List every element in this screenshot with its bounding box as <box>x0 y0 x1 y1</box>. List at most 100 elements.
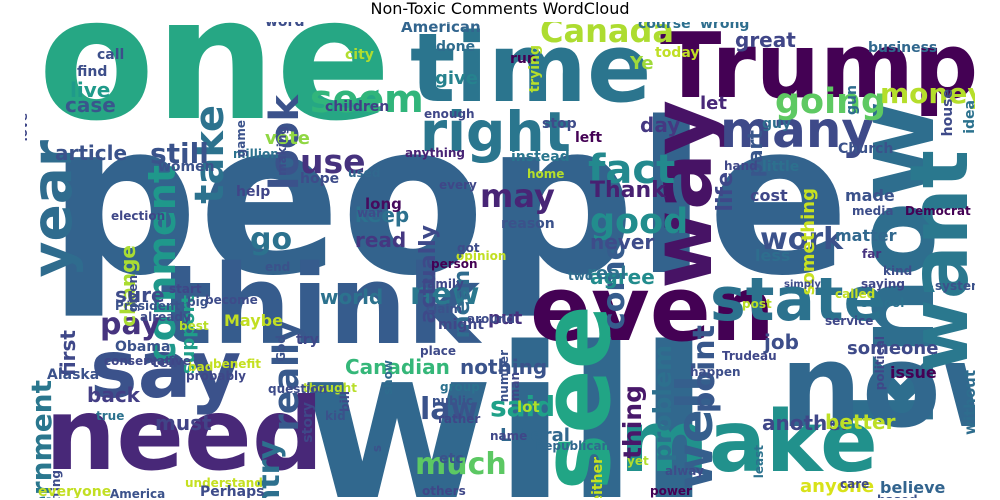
word-every: every <box>439 178 477 192</box>
word-case: case <box>65 93 116 117</box>
word-school: school <box>861 296 905 310</box>
word-start: start <box>169 282 202 296</box>
word-idea: idea <box>962 100 975 134</box>
word-little: little <box>762 159 800 175</box>
word-war: war <box>357 206 383 220</box>
word-probably: probably <box>186 369 246 383</box>
word-everyone: everyone <box>38 484 112 498</box>
word-said: said <box>490 390 556 423</box>
word-alaska: Alaska <box>47 367 100 383</box>
word-understand: understand <box>185 476 263 490</box>
word-public: public <box>432 394 474 408</box>
word-election: election <box>111 209 166 223</box>
word-might: might <box>438 317 485 333</box>
word-live: live <box>70 78 111 102</box>
word-end: end <box>265 260 291 274</box>
word-family: family <box>422 277 464 291</box>
word-long: long <box>365 195 402 213</box>
word-republican: Republican <box>535 439 611 453</box>
word-less: less <box>755 246 791 265</box>
word-must: must <box>155 411 212 435</box>
word-kind: kind <box>883 264 913 278</box>
word-anyone: anyone <box>800 476 875 497</box>
word-go: go <box>250 222 293 257</box>
word-question: question <box>268 382 328 396</box>
word-city: city <box>345 47 374 63</box>
word-thank: Thank <box>590 178 666 203</box>
word-sure: sure <box>115 283 165 307</box>
word-time: time <box>410 22 652 124</box>
word-thought: thought <box>303 381 357 395</box>
word-world: world <box>320 285 384 309</box>
word-church: Church <box>838 141 894 157</box>
word-nothing: nothing <box>460 355 548 379</box>
word-instead: instead <box>511 149 570 165</box>
word-s: s <box>370 445 384 453</box>
word-even: even <box>530 257 775 362</box>
word-god: God <box>274 335 288 362</box>
word-money: money <box>880 77 975 110</box>
word-real: real <box>587 263 627 284</box>
word-read: read <box>355 228 407 252</box>
word-without: without <box>961 370 975 436</box>
word-fact: fact <box>588 147 676 193</box>
word-thing: thing <box>618 385 647 460</box>
word-agree: agree <box>590 265 655 289</box>
word-enough: enough <box>424 107 475 121</box>
word-great: great <box>735 28 796 52</box>
word-simply: simply <box>784 279 821 290</box>
word-system: system <box>935 279 975 293</box>
word-canada: Canada <box>540 22 674 50</box>
word-pay: pay <box>100 307 161 342</box>
word-care: care <box>840 477 870 491</box>
word-course: course <box>638 22 691 32</box>
word-etc: etc <box>439 451 464 467</box>
word-place: place <box>420 344 457 358</box>
word-cost: cost <box>750 186 788 205</box>
word-alway: alway <box>665 464 704 478</box>
word-ye: Ye <box>630 53 654 74</box>
word-liberal: Liberal <box>500 425 570 446</box>
word-million: million <box>233 147 279 161</box>
word-children: children <box>325 99 390 115</box>
word-around: around <box>467 312 515 326</box>
word-day: day <box>640 113 681 137</box>
word-right: right <box>420 100 571 164</box>
word-game: game <box>234 120 248 158</box>
word-help: help <box>236 184 271 200</box>
word-become: become <box>205 293 258 307</box>
word-find: find <box>77 64 108 80</box>
word-make: make <box>620 393 878 492</box>
word-state: state <box>710 265 885 335</box>
word-kid: kid <box>325 409 346 423</box>
word-good: good <box>590 202 689 242</box>
word-today: today <box>655 45 700 61</box>
word-obama: Obama <box>115 339 171 355</box>
word-story: story <box>300 402 316 443</box>
word-democrat: Democrat <box>905 204 971 218</box>
word-vote: vote <box>265 128 310 149</box>
word-much: much <box>415 447 507 482</box>
word-business: business <box>868 40 938 56</box>
word-house: house <box>940 89 956 137</box>
word-america: America <box>110 487 166 498</box>
word-group: group <box>440 380 480 394</box>
word-president: President <box>115 299 181 313</box>
word-people: people <box>48 77 850 322</box>
word-hand: hand <box>724 159 758 173</box>
word-true: true <box>96 409 125 423</box>
word-two: two <box>568 269 594 283</box>
word-believe: believe <box>880 478 946 497</box>
word-anything: anything <box>405 146 465 160</box>
word-opinion: opinion <box>456 249 507 263</box>
word-cloud: peoplewillonetimeTrumpthinkknownowneedma… <box>25 22 975 498</box>
word-love: love <box>25 113 30 142</box>
word-law: law <box>420 392 479 427</box>
word-left: left <box>575 130 603 146</box>
word-stop: stop <box>542 116 577 132</box>
word-number: number <box>497 350 511 403</box>
word-home: home <box>527 167 565 181</box>
word-tell: tell <box>152 355 178 371</box>
word-yet: yet <box>627 454 649 468</box>
word-political: political <box>873 336 887 391</box>
